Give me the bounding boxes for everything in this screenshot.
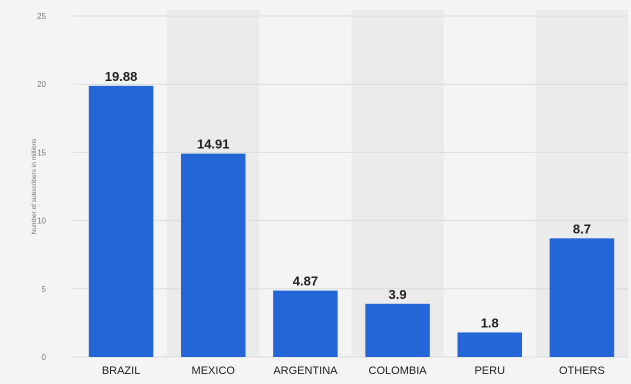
y-tick-label: 20 — [37, 80, 46, 89]
bar-mexico — [180, 153, 246, 357]
value-label: 4.87 — [293, 274, 318, 289]
bar-others — [549, 238, 615, 357]
x-axis-ticks: BRAZIL MEXICO ARGENTINA COLOMBIA PERU OTHERS — [102, 365, 605, 377]
x-tick-label: PERU — [474, 365, 505, 377]
bar-brazil — [88, 85, 154, 358]
bar-argentina — [273, 290, 338, 357]
y-tick-label: 5 — [42, 285, 47, 294]
y-tick-label: 0 — [42, 353, 47, 362]
category-bands — [167, 10, 628, 357]
bar-colombia — [365, 303, 430, 357]
x-tick-label: ARGENTINA — [273, 365, 338, 377]
value-label: 14.91 — [197, 137, 230, 152]
value-label: 3.9 — [389, 287, 407, 302]
y-tick-label: 10 — [37, 217, 46, 226]
gridlines — [73, 15, 628, 358]
y-axis-ticks: 0 5 10 15 20 25 — [37, 12, 46, 362]
x-tick-label: COLOMBIA — [369, 365, 428, 377]
value-label: 8.7 — [573, 221, 591, 236]
y-tick-label: 15 — [37, 148, 46, 157]
category-band — [351, 10, 444, 357]
x-tick-label: BRAZIL — [102, 365, 141, 377]
bar-peru — [457, 332, 523, 357]
value-labels: 19.88 14.91 4.87 3.9 1.8 8.7 — [105, 69, 591, 331]
y-tick-label: 25 — [37, 12, 46, 21]
x-tick-label: OTHERS — [559, 365, 605, 377]
bars-group — [88, 85, 615, 358]
value-label: 19.88 — [105, 69, 138, 84]
value-label: 1.8 — [481, 315, 499, 330]
y-axis-label: Number of subscribers in millions — [31, 138, 38, 234]
x-tick-label: MEXICO — [192, 365, 236, 377]
